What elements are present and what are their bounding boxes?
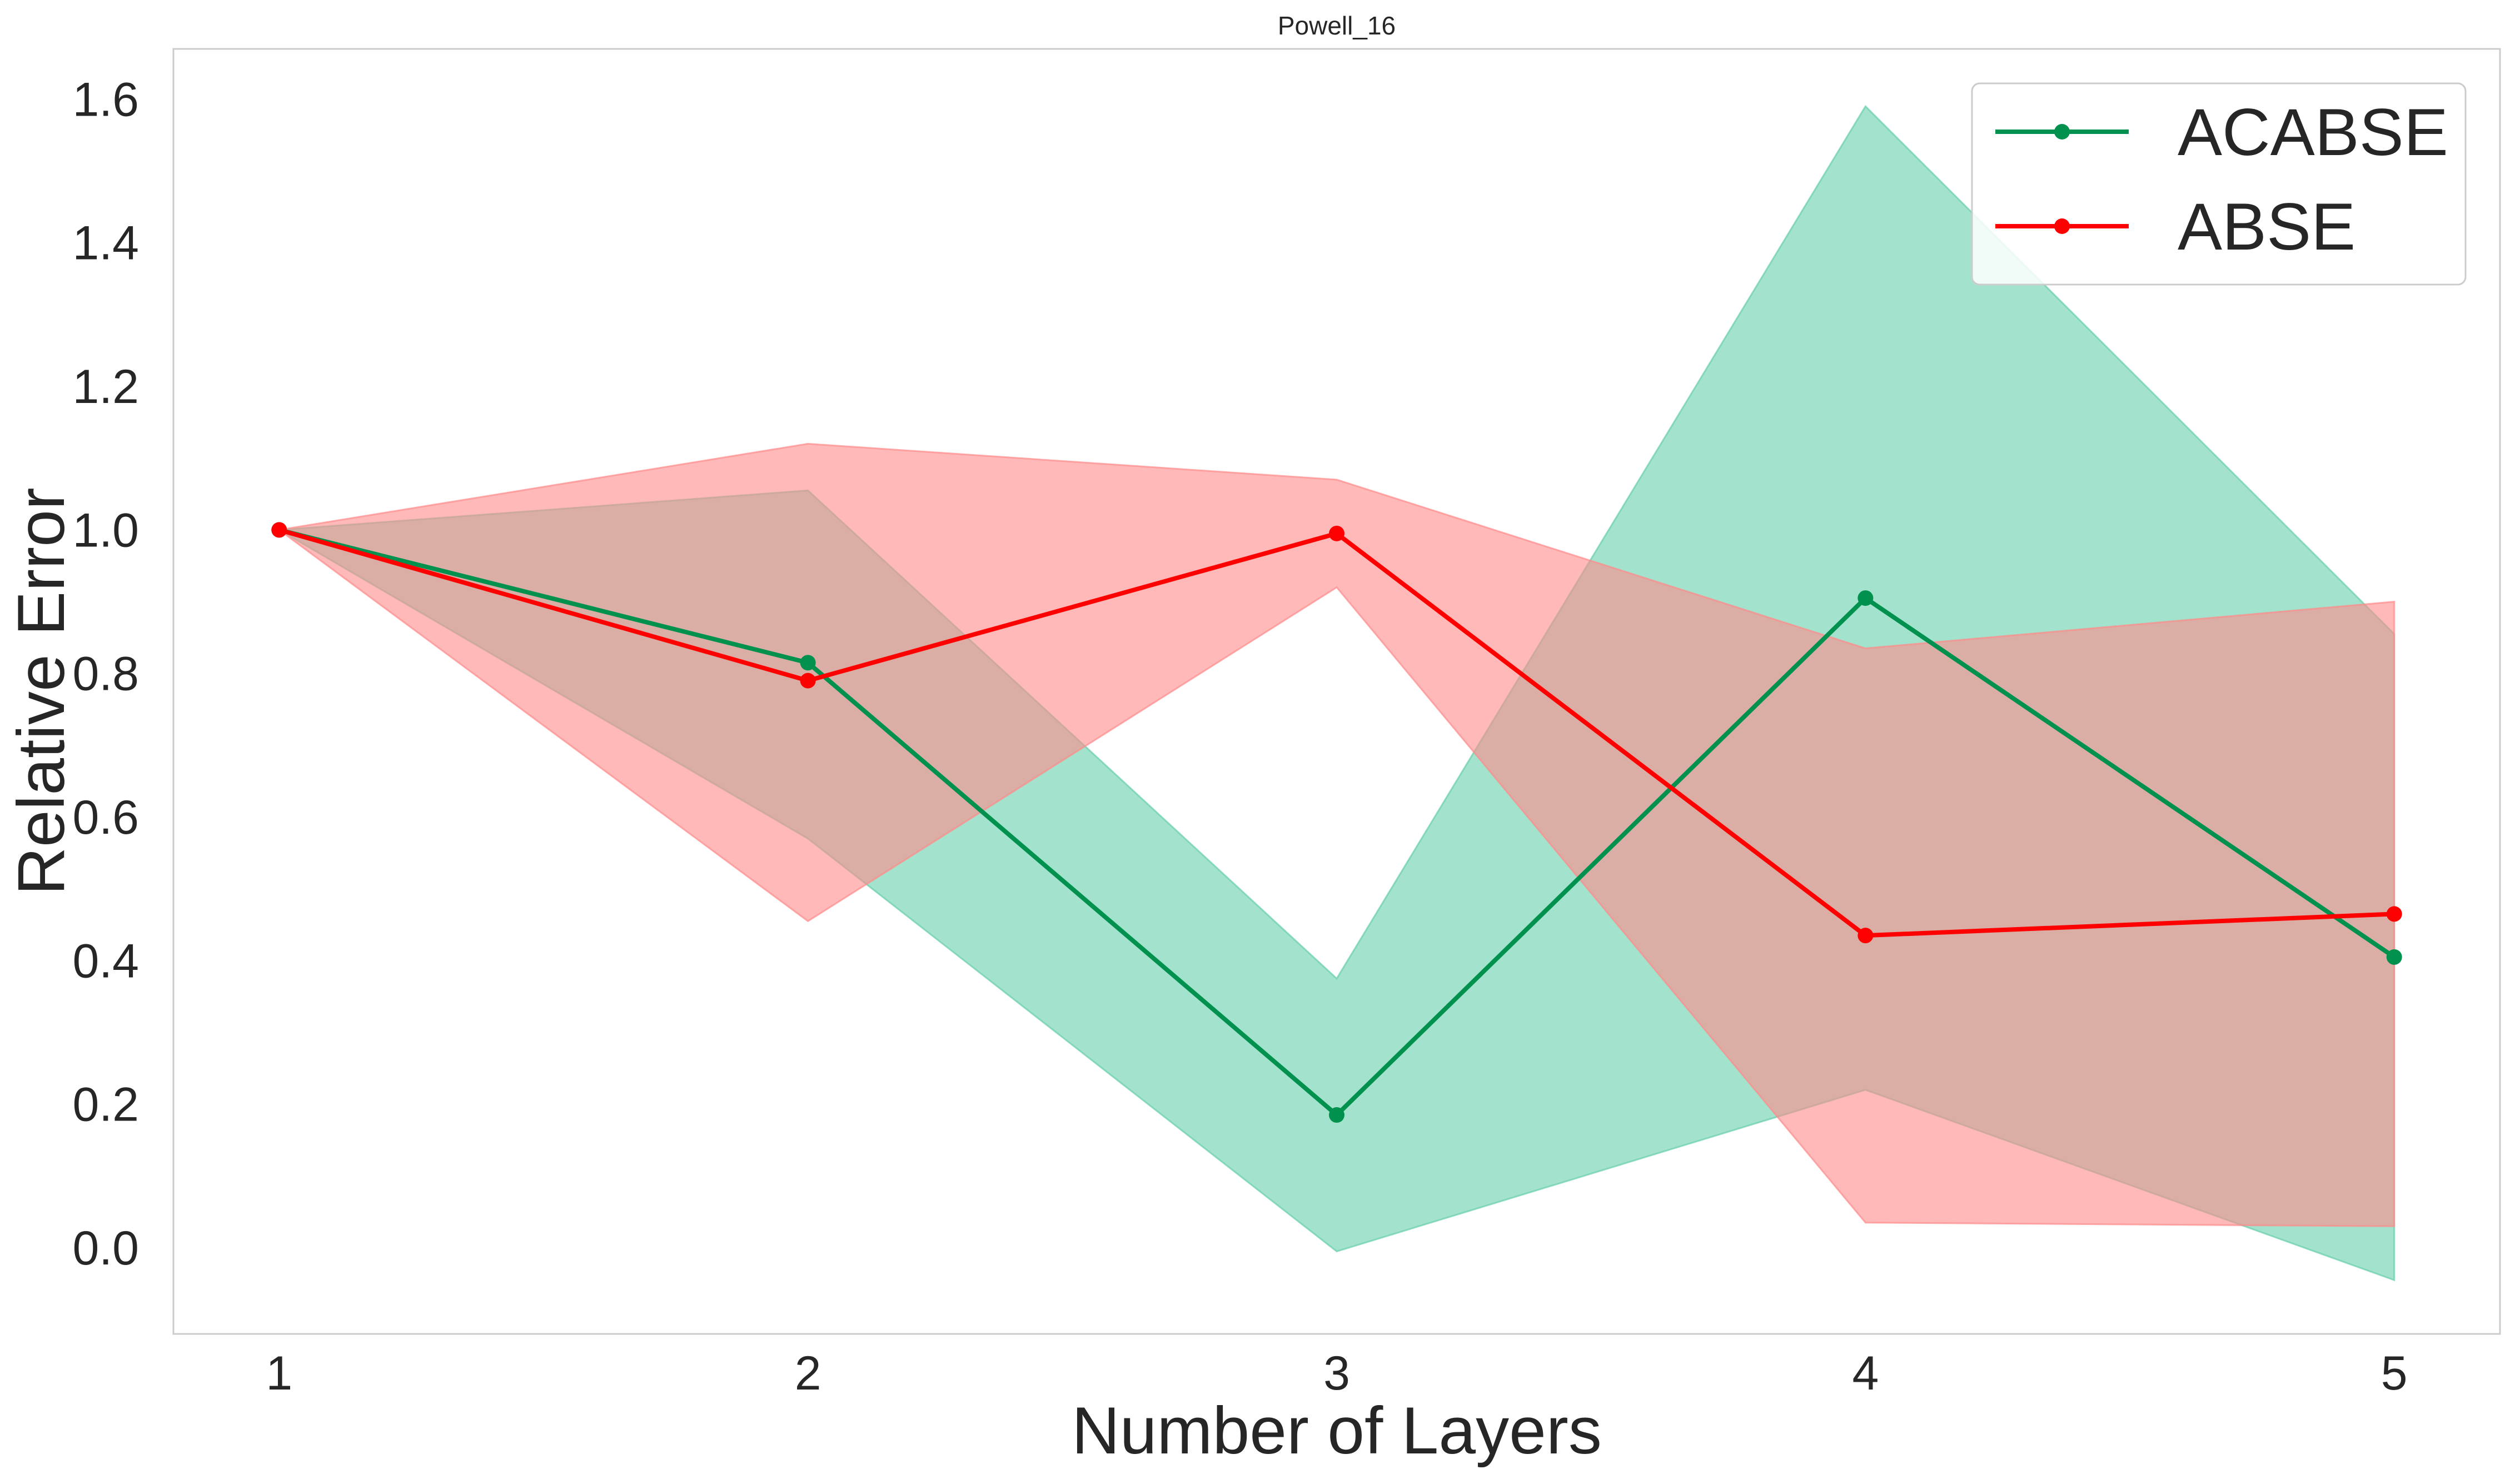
legend-marker-abse bbox=[2054, 218, 2070, 234]
y-tick-label-0-8: 0.8 bbox=[72, 648, 139, 701]
x-axis-ticks: 1 2 3 4 5 bbox=[266, 1347, 2407, 1400]
point-acabse-5 bbox=[2386, 949, 2402, 965]
y-tick-label-1-2: 1.2 bbox=[72, 360, 139, 414]
y-tick-label-0-4: 0.4 bbox=[72, 934, 139, 988]
point-acabse-4 bbox=[1857, 590, 1874, 606]
y-tick-label-0-0: 0.0 bbox=[72, 1222, 139, 1275]
y-tick-label-0-6: 0.6 bbox=[72, 791, 139, 844]
x-tick-label-4: 4 bbox=[1852, 1347, 1879, 1400]
point-abse-3 bbox=[1329, 525, 1344, 541]
point-abse-5 bbox=[2386, 906, 2402, 922]
y-tick-label-1-4: 1.4 bbox=[72, 217, 139, 270]
legend-label-abse: ABSE bbox=[2178, 190, 2355, 264]
legend-marker-acabse bbox=[2054, 124, 2070, 140]
x-axis-label: Number of Layers bbox=[1072, 1393, 1602, 1468]
point-acabse-2 bbox=[800, 655, 816, 671]
y-axis-label: Relative Error bbox=[4, 487, 78, 895]
y-axis-ticks: 0.0 0.2 0.4 0.6 0.8 1.0 1.2 1.4 1.6 bbox=[72, 73, 139, 1275]
y-tick-label-1-6: 1.6 bbox=[72, 73, 139, 126]
legend: ACABSE ABSE bbox=[1971, 82, 2467, 286]
x-tick-label-5: 5 bbox=[2381, 1347, 2408, 1400]
legend-label-acabse: ACABSE bbox=[2178, 95, 2448, 170]
point-abse-1 bbox=[271, 522, 287, 538]
y-tick-label-1-0: 1.0 bbox=[72, 504, 139, 557]
x-tick-label-3: 3 bbox=[1323, 1347, 1350, 1400]
y-tick-label-0-2: 0.2 bbox=[72, 1078, 139, 1132]
chart-title: Powell_16 bbox=[1278, 11, 1396, 40]
point-abse-4 bbox=[1857, 928, 1874, 944]
point-acabse-3 bbox=[1329, 1107, 1344, 1123]
x-tick-label-2: 2 bbox=[795, 1347, 821, 1400]
series-points bbox=[271, 522, 2402, 1123]
x-tick-label-1: 1 bbox=[266, 1347, 292, 1400]
point-abse-2 bbox=[800, 673, 816, 689]
